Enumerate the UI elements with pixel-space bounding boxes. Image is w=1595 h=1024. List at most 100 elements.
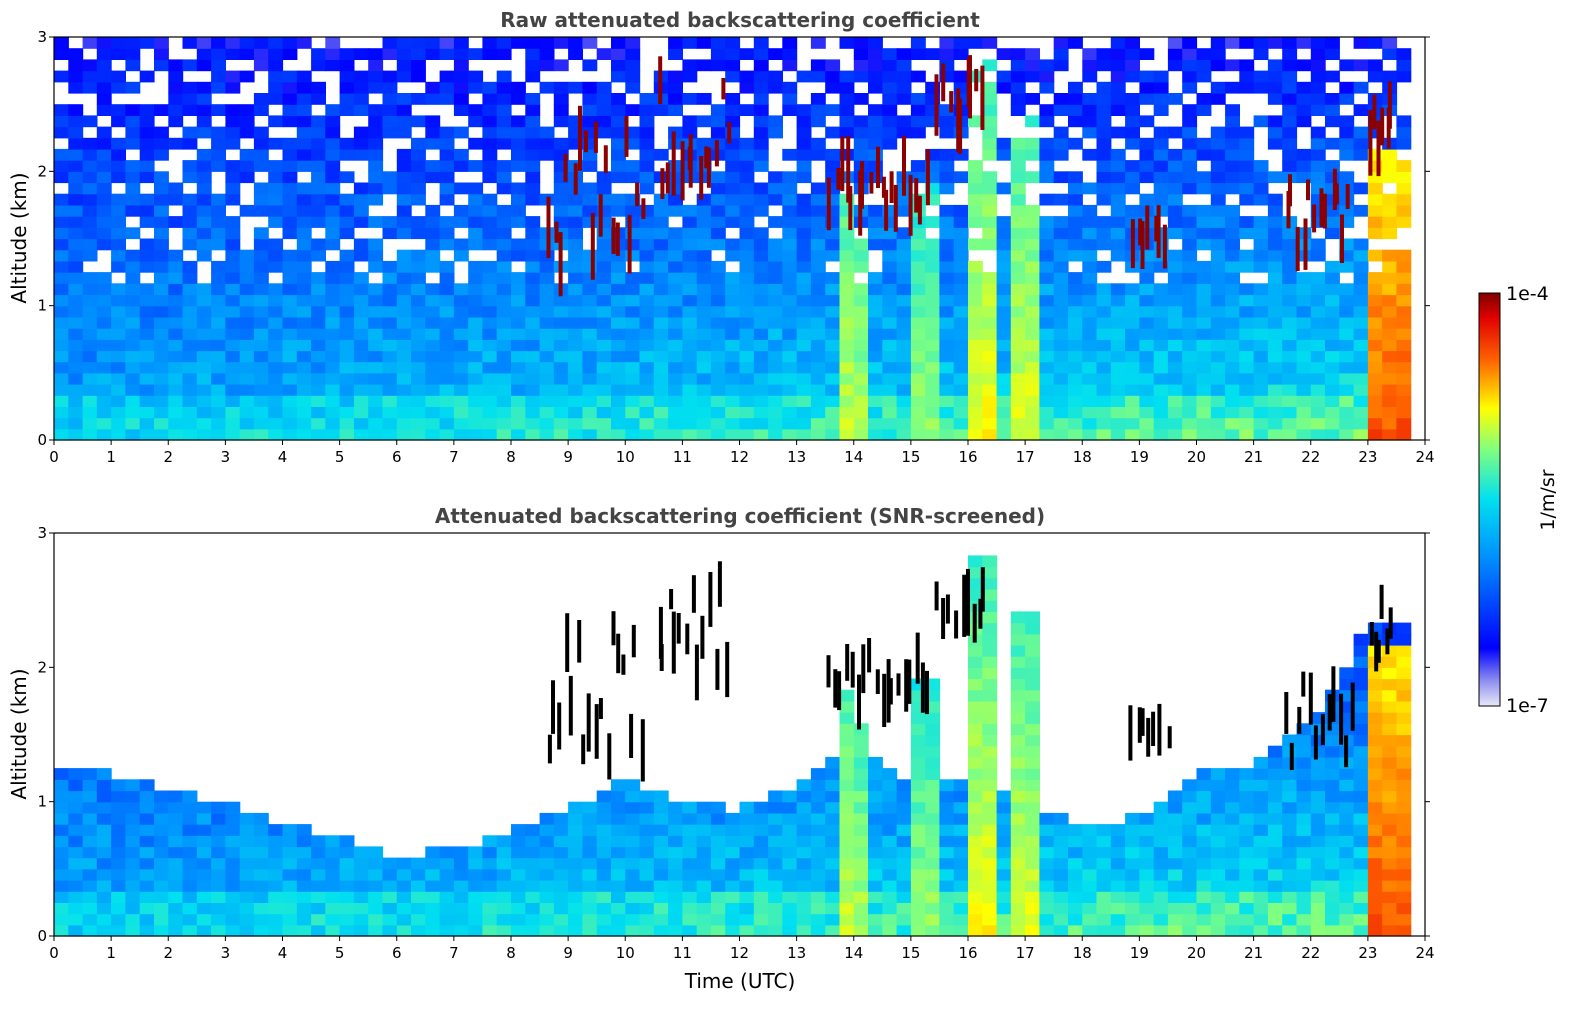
heatmap-cell	[196, 171, 212, 184]
heatmap-cell	[1039, 216, 1055, 228]
heatmap-cell	[1382, 756, 1398, 769]
heatmap-cell	[82, 824, 98, 836]
heatmap-cell	[482, 924, 498, 937]
heatmap-cell	[1396, 294, 1412, 307]
heatmap-cell	[853, 406, 869, 419]
heatmap-cell	[268, 204, 284, 217]
heatmap-cell	[682, 272, 698, 284]
heatmap-cell	[525, 902, 541, 915]
heatmap-cell	[296, 93, 312, 105]
heatmap-cell	[582, 846, 598, 859]
heatmap-cell	[1239, 294, 1255, 307]
cloud-streak	[1322, 193, 1327, 229]
heatmap-cell	[496, 204, 512, 217]
heatmap-cell	[810, 148, 826, 161]
heatmap-cell	[54, 891, 69, 903]
heatmap-cell	[296, 182, 312, 195]
heatmap-cell	[1339, 723, 1355, 736]
heatmap-cell	[1367, 667, 1383, 680]
heatmap-cell	[710, 857, 726, 870]
cloud-streak	[1156, 205, 1161, 258]
heatmap-cell	[1367, 193, 1383, 206]
heatmap-cell	[1068, 384, 1083, 396]
heatmap-cell	[810, 115, 826, 128]
heatmap-cell	[568, 305, 583, 318]
heatmap-cell	[1253, 790, 1269, 803]
heatmap-cell	[411, 305, 426, 318]
heatmap-cell	[139, 779, 155, 792]
heatmap-cell	[1353, 328, 1369, 340]
heatmap-cell	[625, 428, 641, 441]
heatmap-cell	[1039, 238, 1055, 251]
heatmap-cell	[1082, 417, 1098, 430]
heatmap-cell	[625, 372, 641, 385]
heatmap-cell	[225, 216, 241, 228]
x-tick-label: 6	[392, 944, 402, 962]
heatmap-cell	[553, 868, 569, 881]
x-tick-label: 20	[1187, 448, 1206, 466]
heatmap-cell	[553, 913, 569, 926]
heatmap-cell	[196, 924, 212, 937]
heatmap-cell	[682, 857, 698, 870]
cloud-streak	[1379, 584, 1384, 619]
heatmap-cell	[1082, 361, 1098, 374]
heatmap-cell	[1039, 260, 1055, 273]
heatmap-cell	[1382, 249, 1398, 262]
heatmap-cell	[696, 305, 712, 318]
heatmap-cell	[482, 372, 498, 385]
cloud-streak	[954, 610, 959, 639]
heatmap-cell	[568, 294, 583, 307]
heatmap-cell	[268, 171, 284, 184]
heatmap-cell	[1396, 59, 1412, 72]
heatmap-cell	[1325, 417, 1340, 430]
heatmap-cell	[282, 216, 298, 228]
heatmap-cell	[396, 104, 412, 116]
heatmap-cell	[1353, 745, 1369, 758]
heatmap-cell	[1310, 48, 1326, 60]
heatmap-cell	[1282, 406, 1298, 419]
heatmap-cell	[1239, 924, 1255, 937]
heatmap-cell	[1353, 428, 1369, 441]
heatmap-cell	[296, 417, 312, 430]
heatmap-cell	[868, 204, 883, 217]
heatmap-cell	[653, 328, 669, 340]
heatmap-cell	[282, 417, 298, 430]
heatmap-cell	[896, 283, 912, 296]
heatmap-cell	[296, 37, 312, 49]
heatmap-cell	[111, 294, 126, 307]
heatmap-cell	[1196, 48, 1212, 60]
heatmap-cell	[968, 566, 983, 579]
heatmap-cell	[896, 115, 912, 128]
heatmap-cell	[139, 812, 155, 825]
heatmap-cell	[710, 272, 726, 284]
heatmap-cell	[253, 160, 269, 172]
heatmap-cell	[225, 395, 241, 407]
heatmap-cell	[682, 37, 698, 49]
heatmap-cell	[768, 193, 783, 206]
heatmap-cell	[311, 902, 326, 915]
heatmap-cell	[882, 406, 898, 419]
cloud-streak	[659, 644, 664, 671]
heatmap-cell	[339, 272, 355, 284]
heatmap-cell	[282, 148, 298, 161]
heatmap-cell	[868, 913, 883, 926]
heatmap-cell	[525, 249, 541, 262]
heatmap-cell	[311, 328, 326, 340]
cloud-streak	[1289, 742, 1294, 770]
heatmap-cell	[439, 857, 455, 870]
heatmap-cell	[268, 417, 284, 430]
heatmap-cell	[225, 846, 241, 859]
heatmap-cell	[1353, 316, 1369, 329]
heatmap-cell	[439, 924, 455, 937]
x-tick-label: 10	[616, 448, 635, 466]
heatmap-cell	[1068, 227, 1083, 240]
cloud-streak	[688, 134, 693, 188]
heatmap-cell	[339, 913, 355, 926]
heatmap-cell	[1325, 756, 1340, 769]
heatmap-cell	[982, 316, 998, 329]
heatmap-cell	[1353, 59, 1369, 72]
heatmap-cell	[1382, 824, 1398, 836]
heatmap-cell	[1053, 846, 1069, 859]
heatmap-cell	[1367, 350, 1383, 363]
heatmap-cell	[1367, 745, 1383, 758]
